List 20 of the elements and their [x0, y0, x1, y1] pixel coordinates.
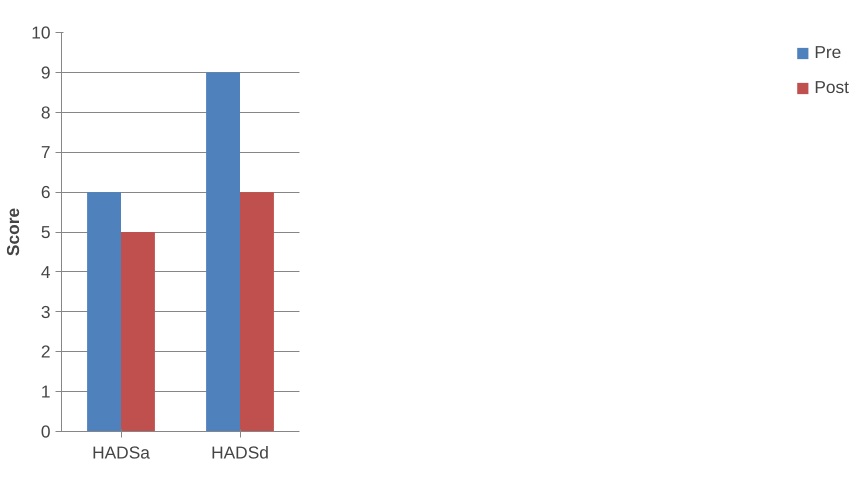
x-tick-label: HADSa — [92, 442, 150, 462]
y-tick-label: 2 — [40, 342, 51, 362]
y-tick-label: 9 — [40, 62, 51, 82]
bar — [121, 232, 155, 432]
y-tick-label: 4 — [40, 262, 51, 282]
y-tick-label: 8 — [40, 102, 51, 122]
y-tick-label: 0 — [40, 422, 51, 442]
y-axis-title: Score — [3, 208, 24, 256]
y-tick-label: 5 — [40, 222, 51, 242]
bar — [206, 72, 240, 432]
x-tick-label: HADSd — [211, 442, 269, 462]
bar — [240, 192, 274, 432]
y-tick-label: 7 — [40, 142, 51, 162]
y-tick-label: 3 — [40, 302, 51, 322]
legend-label: Post — [814, 77, 849, 98]
bar — [87, 192, 121, 432]
legend-label: Pre — [814, 42, 842, 63]
y-tick-label: 6 — [40, 182, 51, 202]
y-tick-label: 1 — [40, 382, 51, 402]
y-tick-label: 10 — [31, 22, 51, 42]
